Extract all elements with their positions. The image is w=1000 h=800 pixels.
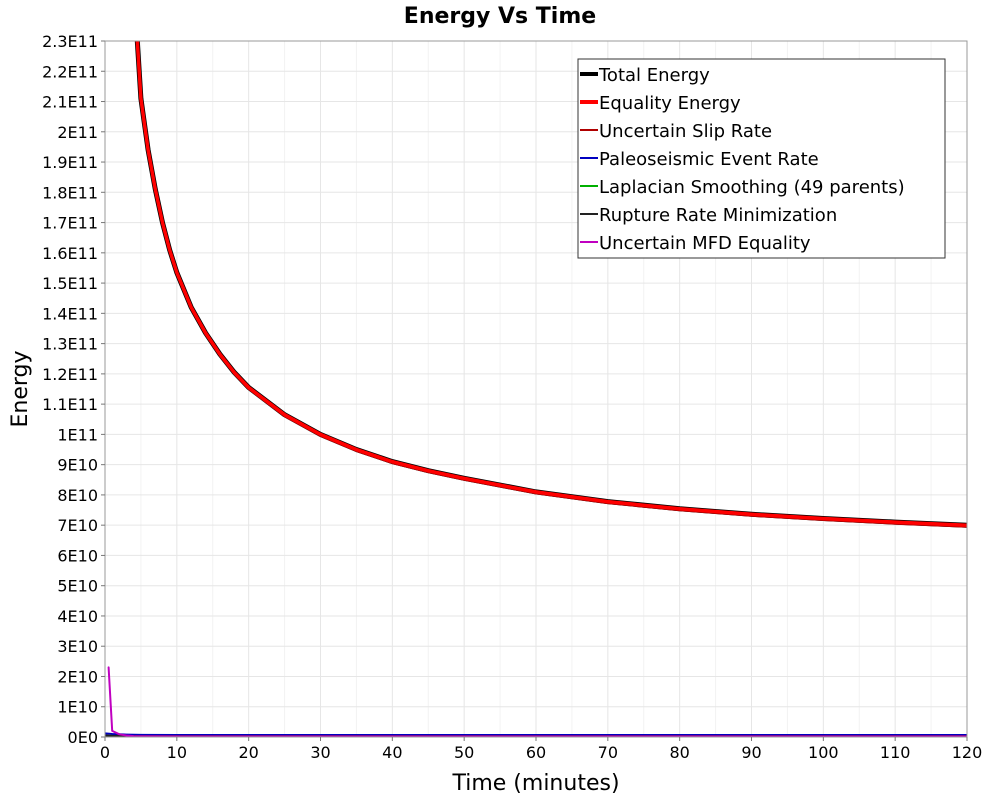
x-tick-label: 40 <box>382 743 402 762</box>
x-tick-label: 120 <box>952 743 983 762</box>
y-tick-label: 1.1E11 <box>42 395 98 414</box>
x-axis-ticks: 0 10 20 30 40 50 60 70 80 90 100 110 120 <box>100 737 982 762</box>
y-tick-label: 1.9E11 <box>42 153 98 172</box>
y-tick-label: 8E10 <box>57 486 98 505</box>
series-line-1 <box>135 41 967 527</box>
x-tick-label: 100 <box>808 743 839 762</box>
x-tick-label: 60 <box>526 743 546 762</box>
y-tick-label: 9E10 <box>57 456 98 475</box>
legend: Total Energy Equality Energy Uncertain Sli… <box>577 58 946 259</box>
x-tick-label: 20 <box>238 743 258 762</box>
x-tick-label: 70 <box>598 743 618 762</box>
x-tick-label: 90 <box>741 743 761 762</box>
y-tick-label: 2E10 <box>57 667 98 686</box>
y-tick-label: 1.7E11 <box>42 214 98 233</box>
y-tick-label: 1.6E11 <box>42 244 98 263</box>
legend-label: Equality Energy <box>599 93 741 114</box>
y-axis-title: Energy <box>8 350 33 427</box>
x-tick-label: 50 <box>454 743 474 762</box>
y-tick-label: 1.8E11 <box>42 183 98 202</box>
y-tick-label: 1E11 <box>57 425 98 444</box>
legend-box <box>577 58 946 259</box>
y-tick-label: 4E10 <box>57 607 98 626</box>
legend-label: Total Energy <box>598 65 710 86</box>
y-tick-label: 1.5E11 <box>42 274 98 293</box>
y-tick-label: 1E10 <box>57 698 98 717</box>
grid-lines <box>104 40 968 738</box>
y-tick-label: 1.4E11 <box>42 304 98 323</box>
y-tick-label: 2.2E11 <box>42 62 98 81</box>
y-tick-label: 2.3E11 <box>42 32 98 51</box>
x-tick-label: 30 <box>310 743 330 762</box>
x-tick-label: 0 <box>100 743 110 762</box>
x-tick-label: 80 <box>669 743 689 762</box>
x-tick-label: 10 <box>167 743 187 762</box>
legend-label: Uncertain Slip Rate <box>599 121 772 142</box>
series-line-6 <box>107 666 967 737</box>
y-axis-ticks: 0E0 1E10 2E10 3E10 4E10 5E10 6E10 7E10 8E10 9E10 1… <box>42 32 105 747</box>
y-tick-label: 3E10 <box>57 637 98 656</box>
legend-label: Uncertain MFD Equality <box>599 233 811 254</box>
x-axis-title: Time (minutes) <box>451 771 619 796</box>
legend-label: Rupture Rate Minimization <box>599 205 837 226</box>
x-tick-label: 110 <box>880 743 911 762</box>
y-tick-label: 1.2E11 <box>42 365 98 384</box>
y-tick-label: 2.1E11 <box>42 93 98 112</box>
y-tick-label: 2E11 <box>57 123 98 142</box>
y-tick-label: 6E10 <box>57 546 98 565</box>
chart-title: Energy Vs Time <box>404 4 596 29</box>
y-tick-label: 7E10 <box>57 516 98 535</box>
legend-label: Paleoseismic Event Rate <box>599 149 819 170</box>
y-tick-label: 1.3E11 <box>42 335 98 354</box>
y-tick-label: 0E0 <box>68 728 98 747</box>
legend-label: Laplacian Smoothing (49 parents) <box>599 177 905 198</box>
y-tick-label: 5E10 <box>57 577 98 596</box>
